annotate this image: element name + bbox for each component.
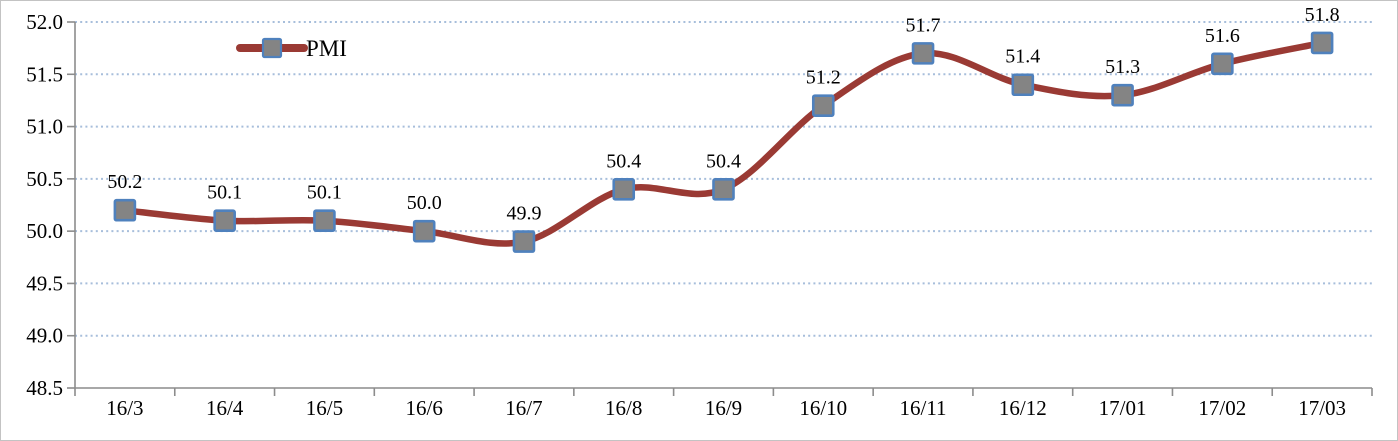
y-tick-label: 50.0 (26, 219, 63, 243)
legend-label: PMI (306, 36, 347, 61)
data-point-marker (512, 230, 536, 253)
x-tick-label: 16/12 (999, 396, 1047, 420)
x-tick-label: 16/7 (505, 396, 542, 420)
data-point-label: 51.7 (906, 14, 941, 36)
y-tick-label: 51.5 (26, 62, 63, 86)
x-tick-label: 16/4 (206, 396, 244, 420)
data-point-label: 51.6 (1205, 25, 1240, 47)
x-tick-label: 16/11 (900, 396, 947, 420)
data-point-marker (612, 178, 636, 201)
x-tick-label: 16/3 (106, 396, 143, 420)
data-point-label: 50.0 (407, 192, 442, 214)
y-tick-label: 52.0 (26, 10, 63, 34)
x-tick-label: 16/5 (306, 396, 343, 420)
data-point-label: 50.2 (107, 171, 142, 193)
data-point-marker (113, 198, 137, 222)
x-tick-label: 16/6 (406, 396, 443, 420)
data-point-label: 51.3 (1105, 56, 1140, 78)
data-point-marker (1111, 83, 1134, 107)
x-tick-label: 17/01 (1099, 396, 1147, 420)
data-point-label: 51.2 (806, 67, 841, 89)
data-point-marker (213, 209, 236, 232)
x-tick-label: 16/9 (705, 396, 742, 420)
data-point-marker (313, 209, 336, 232)
data-point-label: 51.4 (1005, 46, 1040, 68)
x-tick-label: 17/03 (1298, 396, 1346, 420)
data-point-label: 50.1 (307, 182, 342, 204)
y-tick-label: 49.5 (26, 271, 63, 295)
y-tick-label: 49.0 (26, 324, 63, 348)
data-point-marker (911, 42, 935, 65)
x-tick-label: 17/02 (1198, 396, 1246, 420)
data-point-label: 51.8 (1305, 4, 1340, 26)
y-tick-label: 50.5 (26, 167, 63, 191)
data-point-label: 49.9 (506, 203, 541, 225)
data-point-marker (1310, 31, 1334, 55)
data-point-label: 50.1 (207, 182, 242, 204)
data-point-marker (1211, 52, 1234, 76)
data-point-marker (412, 219, 436, 243)
data-point-marker (811, 94, 835, 117)
x-tick-label: 16/10 (799, 396, 847, 420)
x-tick-label: 16/8 (605, 396, 642, 420)
data-point-label: 50.4 (606, 150, 641, 172)
pmi-series-line (121, 39, 1326, 247)
y-tick-label: 51.0 (26, 115, 63, 139)
data-point-marker (1011, 73, 1035, 97)
y-tick-label: 48.5 (26, 376, 63, 400)
data-point-label: 50.4 (706, 150, 741, 172)
data-point-marker (712, 178, 735, 201)
legend-marker-sample (261, 37, 283, 59)
